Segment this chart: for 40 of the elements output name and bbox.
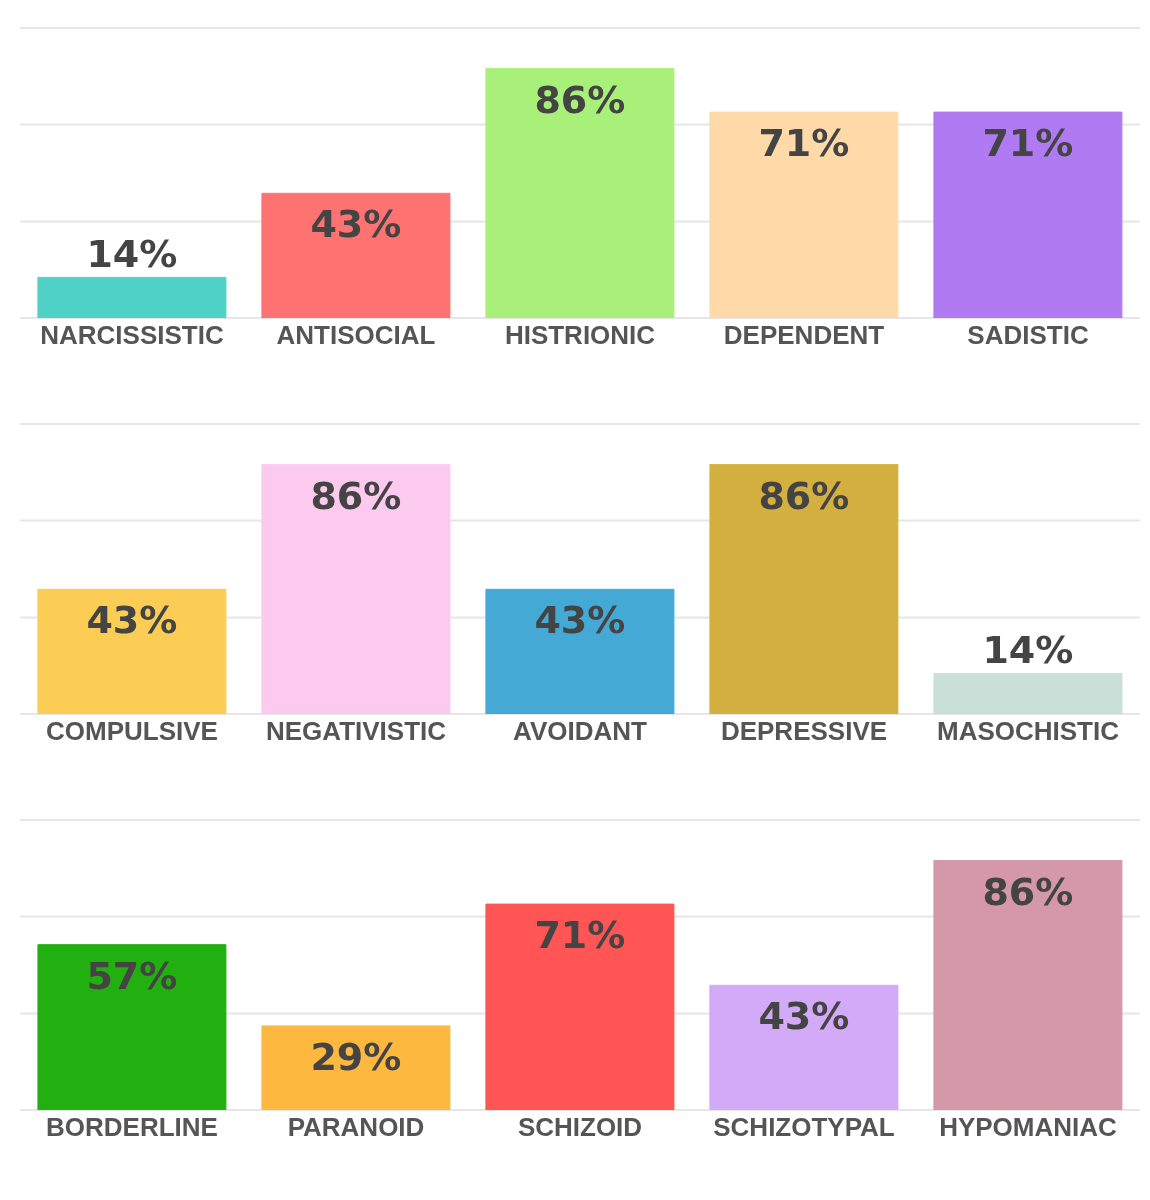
bar <box>485 68 675 318</box>
x-tick-label: HISTRIONIC <box>504 320 656 351</box>
x-tick-label: NEGATIVISTIC <box>265 716 447 747</box>
x-tick-label: SADISTIC <box>967 320 1089 351</box>
bar <box>37 944 227 1110</box>
data-label: 43% <box>86 598 178 643</box>
data-label: 29% <box>310 1034 402 1079</box>
data-label: 86% <box>758 473 850 518</box>
x-tick-label: DEPENDENT <box>723 320 885 351</box>
x-tick-label: PARANOID <box>287 1112 425 1143</box>
x-tick-label: DEPRESSIVE <box>720 716 888 747</box>
data-label: 71% <box>534 913 626 958</box>
bar <box>485 903 675 1110</box>
data-label: 43% <box>758 994 850 1039</box>
bar <box>37 276 227 318</box>
x-tick-label: SCHIZOTYPAL <box>713 1112 895 1143</box>
bar <box>933 111 1123 318</box>
bar <box>261 192 451 318</box>
data-label: 43% <box>534 598 626 643</box>
x-tick-label: BORDERLINE <box>46 1112 218 1143</box>
x-tick-label: MASOCHISTIC <box>937 716 1120 747</box>
data-label: 86% <box>310 473 402 518</box>
bar <box>261 1025 451 1110</box>
x-tick-label: HYPOMANIAC <box>939 1112 1118 1143</box>
data-label: 57% <box>86 953 178 998</box>
data-label: 14% <box>982 628 1074 673</box>
data-label: 86% <box>982 869 1074 914</box>
bar <box>709 984 899 1110</box>
bar <box>709 111 899 318</box>
x-tick-label: COMPULSIVE <box>46 716 218 747</box>
data-label: 71% <box>982 121 1074 166</box>
x-tick-label: AVOIDANT <box>513 716 648 747</box>
x-tick-label: NARCISSISTIC <box>40 320 224 351</box>
data-label: 71% <box>758 121 850 166</box>
bar <box>933 860 1123 1110</box>
data-label: 14% <box>86 232 178 277</box>
data-label: 86% <box>534 77 626 122</box>
data-label: 43% <box>310 202 402 247</box>
x-tick-label: ANTISOCIAL <box>276 320 436 351</box>
x-tick-label: SCHIZOID <box>517 1112 643 1143</box>
